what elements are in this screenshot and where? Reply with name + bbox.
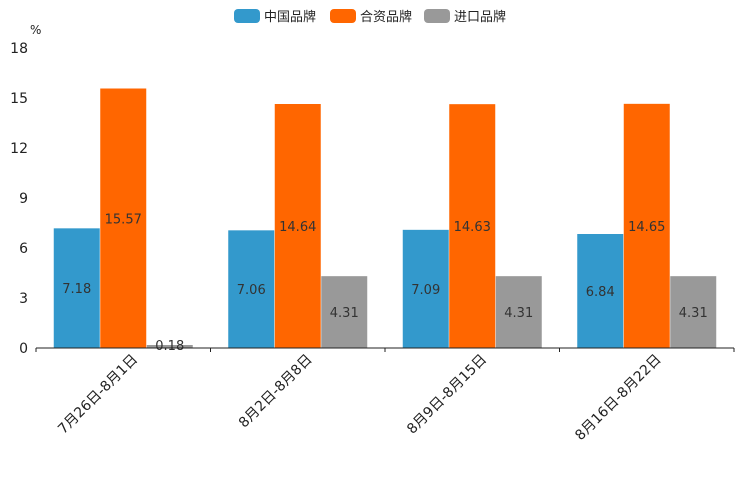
legend-swatch xyxy=(234,9,260,23)
x-category-label: 8月9日-8月15日 xyxy=(404,352,490,438)
data-label: 14.63 xyxy=(454,220,491,235)
bar-3-4 xyxy=(670,276,717,348)
bar-2-2 xyxy=(274,104,321,348)
legend-label[interactable]: 进口品牌 xyxy=(454,9,506,25)
legend: 中国品牌 合资品牌 进口品牌 xyxy=(234,9,506,25)
y-tick-label: 18 xyxy=(10,41,28,57)
y-tick-label: 9 xyxy=(19,191,28,207)
y-tick-label: 3 xyxy=(19,291,28,307)
bar-2-3 xyxy=(449,104,496,349)
data-label: 7.18 xyxy=(62,282,91,297)
data-label: 15.57 xyxy=(105,212,142,227)
data-label: 4.31 xyxy=(504,306,533,321)
bars xyxy=(53,88,717,349)
x-axis-ticks: 7月26日-8月1日 8月2日-8月8日 8月9日-8月15日 8月16日-8月22日 xyxy=(35,348,735,444)
data-label: 7.09 xyxy=(411,283,440,298)
data-label: 14.65 xyxy=(628,220,665,235)
y-tick-label: 12 xyxy=(10,141,28,157)
x-category-label: 8月2日-8月8日 xyxy=(236,352,316,432)
data-labels: 7.18 15.57 0.18 7.06 14.64 4.31 7.09 14.63 4.31 6… xyxy=(62,212,707,354)
y-axis-unit-label: % xyxy=(30,23,41,37)
bar-1-3 xyxy=(402,229,449,348)
bar-3-1 xyxy=(146,345,193,348)
bar-2-4 xyxy=(623,103,670,348)
x-category-label: 7月26日-8月1日 xyxy=(55,352,141,438)
legend-label[interactable]: 中国品牌 xyxy=(264,9,316,25)
bar-2-1 xyxy=(100,88,147,348)
y-tick-label: 0 xyxy=(19,341,28,357)
data-label: 14.64 xyxy=(279,220,316,235)
data-label: 4.31 xyxy=(330,306,359,321)
x-category-label: 8月16日-8月22日 xyxy=(572,352,664,444)
legend-swatch xyxy=(330,9,356,23)
legend-label[interactable]: 合资品牌 xyxy=(360,9,412,25)
bar-1-1 xyxy=(53,228,100,348)
data-label: 4.31 xyxy=(679,306,708,321)
bar-1-2 xyxy=(228,230,275,348)
y-tick-label: 6 xyxy=(19,241,28,257)
bar-3-2 xyxy=(321,276,368,348)
legend-swatch xyxy=(424,9,450,23)
y-tick-label: 15 xyxy=(10,91,28,107)
y-axis-ticks: 0 3 6 9 12 15 18 xyxy=(10,41,28,357)
bar-3-3 xyxy=(495,276,542,348)
data-label: 7.06 xyxy=(237,283,266,298)
data-label: 0.18 xyxy=(155,339,184,354)
bar-1-4 xyxy=(577,234,624,348)
data-label: 6.84 xyxy=(586,285,615,300)
